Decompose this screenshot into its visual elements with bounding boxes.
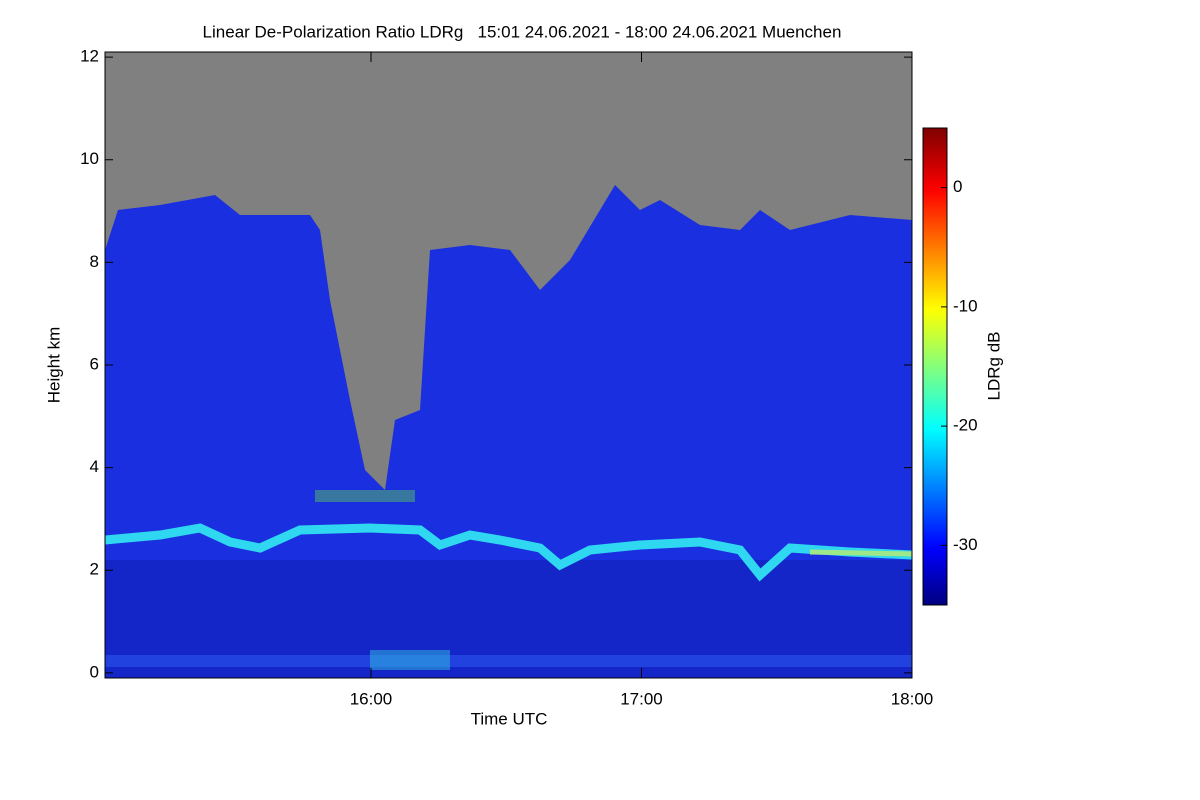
- y-tick-label: 12: [80, 47, 99, 66]
- y-tick-label: 2: [90, 560, 99, 579]
- x-axis-label: Time UTC: [471, 709, 548, 728]
- y-tick-label: 10: [80, 149, 99, 168]
- y-axis-label: Height km: [44, 327, 63, 404]
- colorbar-tick-label: 0: [953, 177, 962, 196]
- colorbar-tick-label: -10: [953, 296, 978, 315]
- colorbar-label: LDRg dB: [984, 332, 1003, 401]
- y-tick-label: 8: [90, 252, 99, 271]
- x-tick-label: 18:00: [891, 689, 934, 708]
- y-tick-label: 0: [90, 662, 99, 681]
- chart-title: Linear De-Polarization Ratio LDRg 15:01 …: [203, 22, 842, 41]
- colorbar-tick-label: -20: [953, 416, 978, 435]
- colorbar: [922, 127, 948, 606]
- x-tick-label: 17:00: [620, 689, 663, 708]
- y-tick-label: 4: [90, 457, 99, 476]
- heatmap-field: [105, 52, 912, 678]
- x-tick-label: 16:00: [350, 689, 393, 708]
- y-tick-label: 6: [90, 354, 99, 373]
- colorbar-tick-label: -30: [953, 535, 978, 554]
